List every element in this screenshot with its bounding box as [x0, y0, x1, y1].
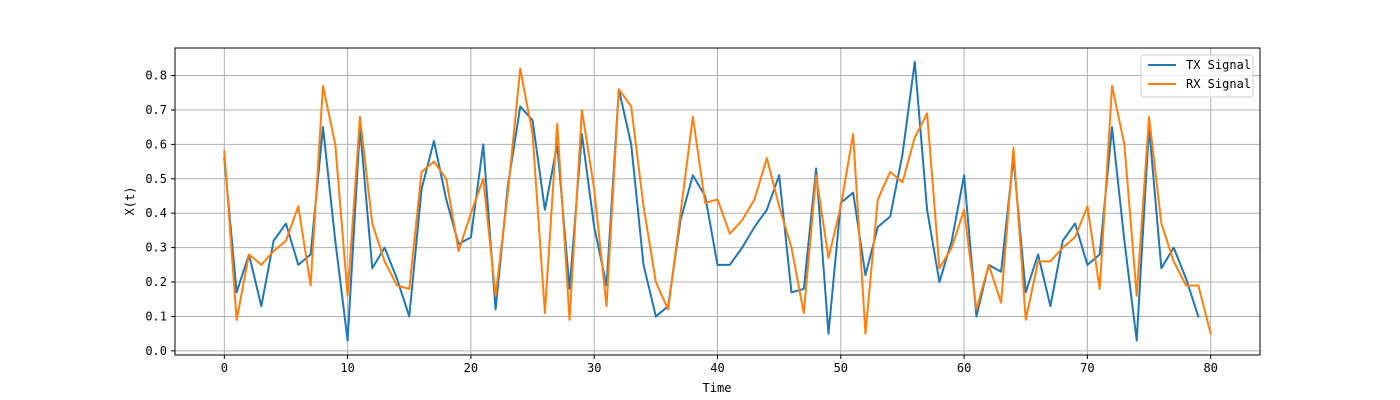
x-tick-label: 60 [957, 361, 971, 375]
x-tick-label: 40 [710, 361, 724, 375]
x-axis-label: Time [703, 381, 732, 395]
series-line-tx-signal [223, 60, 1200, 342]
x-tick-label: 80 [1203, 361, 1217, 375]
x-tick-label: 70 [1080, 361, 1094, 375]
x-tick-label: 30 [587, 361, 601, 375]
y-tick-label: 0.8 [145, 69, 167, 83]
legend: TX Signal RX Signal [1140, 54, 1254, 98]
x-tick-label: 0 [221, 361, 228, 375]
legend-label-tx-signal: TX Signal [1186, 58, 1251, 72]
series-line-rx-signal [223, 67, 1212, 335]
y-tick-label: 0.3 [145, 241, 167, 255]
y-tick-label: 0.5 [145, 172, 167, 186]
y-tick-label: 0.2 [145, 275, 167, 289]
grid [175, 48, 1260, 355]
y-axis-label: X(t) [123, 187, 137, 216]
y-tick-label: 0.4 [145, 206, 167, 220]
x-tick-label: 10 [340, 361, 354, 375]
y-tick-label: 0.0 [145, 344, 167, 358]
x-tick-label: 50 [834, 361, 848, 375]
legend-label-rx-signal: RX Signal [1186, 77, 1251, 91]
series-lines [223, 60, 1212, 342]
y-tick-label: 0.7 [145, 103, 167, 117]
x-tick-label: 20 [464, 361, 478, 375]
y-tick-label: 0.6 [145, 137, 167, 151]
axis-ticks: 0 10 20 30 40 50 60 70 80 0.0 0.1 0.2 0.3 0.4 0.5 0.6 0.… [145, 69, 1218, 375]
y-tick-label: 0.1 [145, 309, 167, 323]
